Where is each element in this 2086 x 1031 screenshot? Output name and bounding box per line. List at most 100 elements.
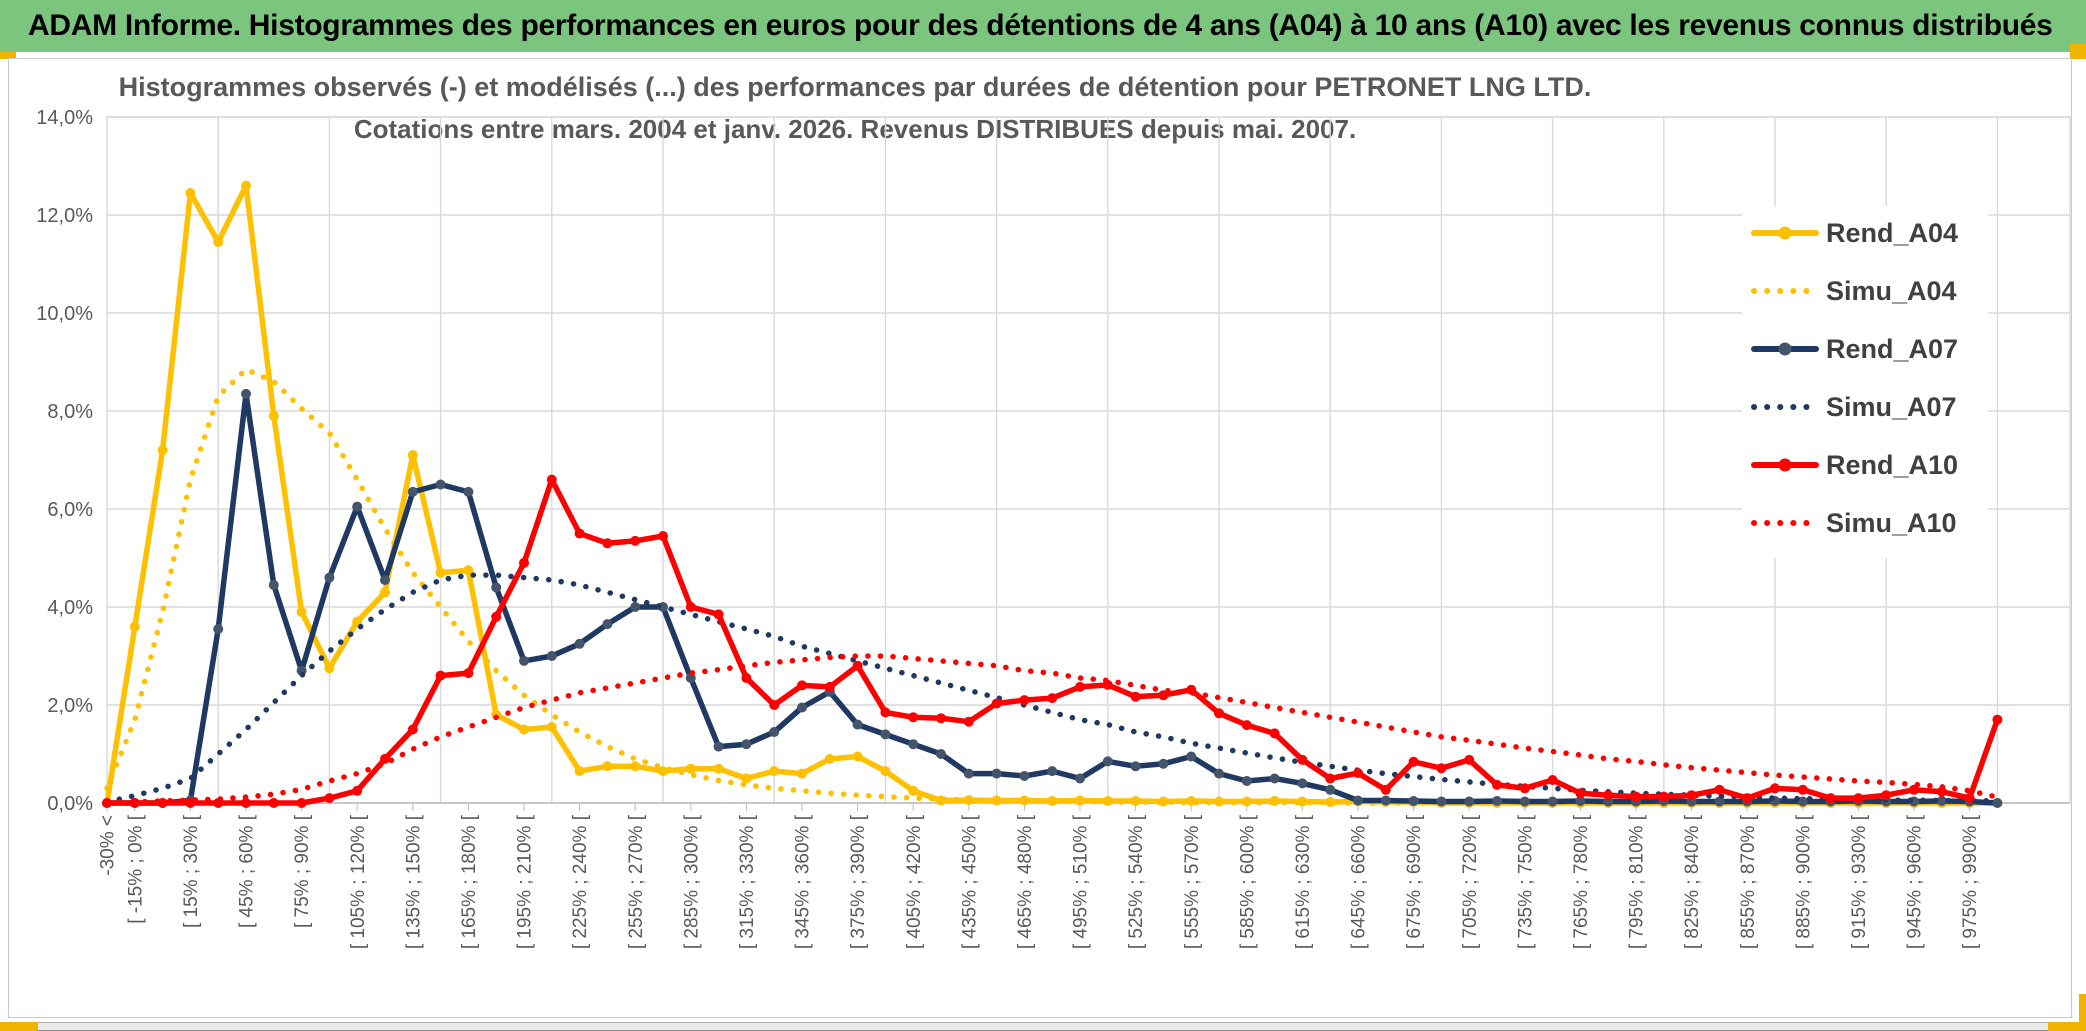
Rend_A04-marker bbox=[769, 766, 780, 777]
Rend_A07-marker bbox=[1492, 796, 1502, 806]
Rend_A04-marker bbox=[1019, 795, 1030, 806]
Rend_A04-marker bbox=[157, 445, 168, 456]
Rend_A04-marker bbox=[546, 722, 557, 732]
Rend_A07-marker bbox=[380, 575, 390, 585]
Rend_A10-marker bbox=[1408, 756, 1419, 767]
Rend_A07-marker bbox=[1047, 766, 1058, 777]
Rend_A10-marker bbox=[1603, 790, 1614, 801]
Rend_A07-marker bbox=[769, 727, 780, 737]
Rend_A10-marker bbox=[880, 707, 891, 718]
Rend_A10-marker bbox=[491, 611, 502, 622]
Rend_A10-marker bbox=[1825, 793, 1836, 804]
Rend_A10-marker bbox=[963, 716, 974, 727]
x-tick-label: [ 165% ; 180% [ bbox=[459, 814, 480, 949]
legend-entry-Simu_A10: Simu_A10 bbox=[1751, 508, 1957, 538]
x-tick-label: [ 555% ; 570% [ bbox=[1182, 814, 1203, 949]
Rend_A07-marker bbox=[1353, 795, 1363, 806]
gold-accent-right-edge bbox=[2079, 994, 2086, 1023]
Rend_A04-marker bbox=[602, 761, 613, 772]
series-Simu_A10 bbox=[104, 653, 2001, 806]
Rend_A10-marker bbox=[1936, 786, 1947, 797]
Rend_A07-marker bbox=[241, 388, 251, 399]
y-tick-label: 0,0% bbox=[47, 793, 93, 815]
x-tick-label: [ 915% ; 930% [ bbox=[1849, 814, 1870, 949]
legend-marker-sample bbox=[1778, 458, 1792, 472]
Rend_A04-marker bbox=[685, 763, 696, 774]
x-axis: -30% < [ -15% ; 0% [[ 15% ; 30% [[ 45% ; … bbox=[98, 803, 1981, 949]
legend-entry-Rend_A07: Rend_A07 bbox=[1751, 334, 1958, 364]
legend-marker-sample bbox=[1778, 226, 1792, 240]
Rend_A04-marker bbox=[824, 753, 835, 764]
x-tick-label: [ 765% ; 780% [ bbox=[1571, 814, 1592, 949]
x-tick-label: [ 435% ; 450% [ bbox=[959, 814, 980, 949]
Rend_A07-marker bbox=[1797, 796, 1808, 807]
Rend_A10-marker bbox=[1353, 768, 1363, 779]
Rend_A04-marker bbox=[713, 763, 724, 774]
Rend_A10-marker bbox=[324, 793, 335, 804]
Rend_A07-marker bbox=[519, 655, 529, 666]
x-tick-label: [ -15% ; 0% [ bbox=[125, 814, 146, 923]
Rend_A07-marker bbox=[463, 486, 474, 497]
Rend_A07-marker bbox=[1019, 771, 1030, 781]
Rend_A07-marker bbox=[1547, 796, 1558, 807]
Rend_A07-marker bbox=[407, 486, 418, 497]
y-tick-label: 4,0% bbox=[47, 597, 93, 619]
legend-label: Simu_A07 bbox=[1826, 392, 1957, 422]
x-tick-label: [ 885% ; 900% [ bbox=[1793, 814, 1814, 949]
x-tick-label: [ 795% ; 810% [ bbox=[1627, 814, 1648, 949]
horizontal-scrollbar[interactable] bbox=[0, 1022, 2086, 1031]
x-tick-label: [ 405% ; 420% [ bbox=[904, 814, 925, 949]
y-tick-label: 12,0% bbox=[36, 205, 93, 227]
Rend_A04-marker bbox=[324, 663, 335, 674]
title-bar-text: ADAM Informe. Histogrammes des performan… bbox=[28, 9, 2053, 42]
Rend_A07-marker bbox=[213, 624, 224, 634]
Rend_A07-marker bbox=[1130, 761, 1141, 772]
chart-title-line1: Histogrammes observés (-) et modélisés (… bbox=[118, 72, 1592, 102]
Rend_A04-marker bbox=[908, 785, 919, 796]
Rend_A07-marker bbox=[1186, 751, 1197, 762]
Rend_A10-marker bbox=[519, 557, 529, 568]
Rend_A10-marker bbox=[630, 535, 641, 546]
x-tick-label: [ 855% ; 870% [ bbox=[1738, 814, 1759, 949]
legend-marker-sample bbox=[1778, 342, 1792, 356]
Rend_A10-marker bbox=[1631, 791, 1641, 802]
scrollbar-gold-block-right bbox=[2048, 1022, 2086, 1031]
Rend_A10-marker bbox=[296, 798, 307, 808]
Rend_A10-marker bbox=[435, 670, 446, 681]
Rend_A10-marker bbox=[602, 538, 613, 549]
Rend_A07-marker bbox=[352, 501, 363, 512]
Rend_A04-marker bbox=[213, 237, 224, 247]
Rend_A07-marker bbox=[491, 582, 502, 593]
Rend_A07-marker bbox=[991, 768, 1002, 779]
Rend_A10-marker bbox=[1158, 690, 1169, 701]
Rend_A07-marker bbox=[324, 572, 335, 583]
Rend_A10-marker bbox=[574, 528, 585, 539]
Rend_A04-marker bbox=[1297, 796, 1308, 807]
chart-title-line2: Cotations entre mars. 2004 et janv. 2026… bbox=[353, 114, 1357, 144]
Rend_A07-marker bbox=[908, 739, 919, 750]
series-Rend_A07 bbox=[102, 388, 2003, 808]
gridlines bbox=[106, 116, 2071, 804]
Rend_A10-marker bbox=[1547, 775, 1558, 785]
Rend_A10-marker bbox=[1492, 779, 1502, 790]
Rend_A10-marker bbox=[1047, 693, 1058, 704]
Rend_A10-marker bbox=[685, 602, 696, 612]
Rend_A10-marker bbox=[241, 798, 251, 808]
Rend_A10-marker bbox=[1380, 784, 1391, 795]
Rend_A10-marker bbox=[769, 700, 780, 710]
Rend_A04-marker bbox=[1047, 796, 1058, 806]
Rend_A07-marker bbox=[713, 741, 724, 752]
Rend_A10-marker bbox=[1797, 784, 1808, 795]
x-tick-label: [ 705% ; 720% [ bbox=[1460, 814, 1481, 949]
x-tick-label: [ 675% ; 690% [ bbox=[1404, 814, 1425, 949]
x-tick-label: [ 285% ; 300% [ bbox=[681, 814, 702, 949]
Rend_A10-marker bbox=[463, 668, 474, 679]
Rend_A10-marker bbox=[797, 680, 807, 691]
legend-background bbox=[1742, 206, 1988, 558]
Rend_A04-line bbox=[104, 182, 2001, 806]
Rend_A04-marker bbox=[797, 768, 807, 779]
Rend_A04-marker bbox=[1325, 797, 1336, 807]
x-tick-label: [ 15% ; 30% [ bbox=[181, 814, 202, 928]
scrollbar-gold-block-left bbox=[0, 1022, 38, 1031]
Rend_A07-marker bbox=[797, 702, 807, 713]
